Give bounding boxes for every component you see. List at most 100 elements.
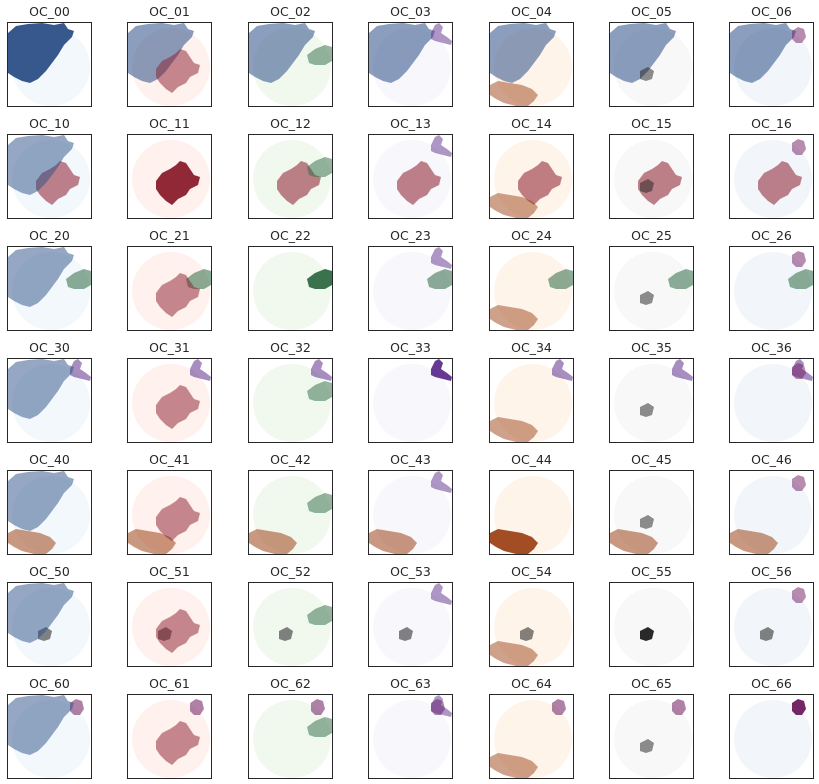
heatmap-panel: OC_06: [729, 4, 814, 107]
brain-mask: [614, 252, 692, 330]
row-region: [397, 161, 441, 205]
heatmap-panel: OC_60: [7, 676, 92, 779]
column-region: [156, 497, 200, 541]
heatmap-panel: OC_64: [489, 676, 574, 779]
heatmap-panel: OC_61: [127, 676, 212, 779]
panel-axes: [729, 470, 814, 555]
row-region: [548, 269, 573, 289]
panel-image: [128, 476, 210, 554]
panel-title: OC_11: [149, 116, 190, 131]
panel-image: [249, 476, 332, 554]
panel-image: [734, 699, 812, 778]
row-region: [190, 699, 204, 715]
heatmap-panel: OC_56: [729, 564, 814, 667]
column-region: [490, 753, 538, 778]
column-region: [431, 695, 452, 717]
panel-axes: [248, 358, 333, 443]
panel-axes: [368, 582, 453, 667]
column-region: [8, 135, 74, 195]
heatmap-panel: OC_43: [368, 452, 453, 555]
column-region: [792, 139, 806, 155]
panel-title: OC_62: [270, 676, 311, 691]
column-region: [8, 359, 74, 419]
panel-title: OC_35: [631, 340, 672, 355]
heatmap-panel: OC_00: [7, 4, 92, 107]
column-region: [640, 67, 654, 81]
panel-axes: [368, 694, 453, 779]
panel-title: OC_50: [29, 564, 70, 579]
panel-image: [132, 588, 210, 666]
panel-image: [614, 252, 693, 330]
column-region: [431, 135, 452, 157]
panel-axes: [729, 694, 814, 779]
panel-image: [373, 695, 452, 778]
panel-axes: [609, 694, 694, 779]
panel-image: [734, 587, 812, 666]
panel-image: [614, 588, 692, 666]
panel-image: [614, 359, 693, 442]
panel-title: OC_06: [751, 4, 792, 19]
panel-image: [253, 359, 332, 442]
heatmap-panel: OC_36: [729, 340, 814, 443]
row-region: [672, 359, 693, 381]
heatmap-panel: OC_25: [609, 228, 694, 331]
panel-image: [614, 140, 692, 218]
row-region: [399, 627, 413, 641]
panel-axes: [609, 22, 694, 107]
heatmap-panel: OC_34: [489, 340, 574, 443]
column-region: [156, 49, 200, 93]
row-region: [552, 359, 573, 381]
column-region: [156, 273, 200, 317]
panel-title: OC_36: [751, 340, 792, 355]
region-overlap: [156, 161, 200, 205]
panel-title: OC_23: [390, 228, 431, 243]
region-overlap: [8, 23, 74, 83]
column-region: [792, 363, 806, 379]
heatmap-panel: OC_26: [729, 228, 814, 331]
column-region: [431, 23, 452, 45]
panel-image: [249, 23, 332, 106]
region-overlap: [792, 699, 806, 715]
panel-title: OC_21: [149, 228, 190, 243]
region-overlap: [431, 359, 452, 381]
panel-title: OC_45: [631, 452, 672, 467]
heatmap-panel: OC_54: [489, 564, 574, 667]
brain-mask: [373, 700, 451, 778]
panel-title: OC_13: [390, 116, 431, 131]
column-region: [431, 583, 452, 605]
column-region: [640, 739, 654, 753]
heatmap-panel: OC_24: [489, 228, 574, 331]
panel-axes: [489, 22, 574, 107]
panel-axes: [127, 134, 212, 219]
panel-image: [490, 588, 572, 666]
row-region: [610, 529, 658, 554]
panel-image: [490, 140, 572, 218]
heatmap-panel: OC_66: [729, 676, 814, 779]
row-region: [369, 23, 435, 83]
heatmap-panel: OC_44: [489, 452, 574, 555]
column-region: [490, 193, 538, 218]
panel-title: OC_05: [631, 4, 672, 19]
brain-mask: [734, 252, 812, 330]
panel-image: [369, 23, 452, 106]
panel-title: OC_65: [631, 676, 672, 691]
row-region: [369, 529, 417, 554]
panel-title: OC_14: [511, 116, 552, 131]
panel-title: OC_24: [511, 228, 552, 243]
heatmap-panel: OC_13: [368, 116, 453, 219]
panel-axes: [368, 470, 453, 555]
brain-mask: [253, 252, 331, 330]
row-region: [730, 23, 796, 83]
brain-mask: [253, 588, 331, 666]
brain-mask: [734, 700, 812, 778]
panel-axes: [248, 22, 333, 107]
panel-title: OC_66: [751, 676, 792, 691]
panel-image: [253, 140, 332, 218]
panel-image: [132, 359, 211, 442]
panel-axes: [7, 582, 92, 667]
column-region: [792, 27, 806, 43]
panel-image: [490, 359, 573, 442]
panel-axes: [7, 246, 92, 331]
brain-mask: [614, 700, 692, 778]
